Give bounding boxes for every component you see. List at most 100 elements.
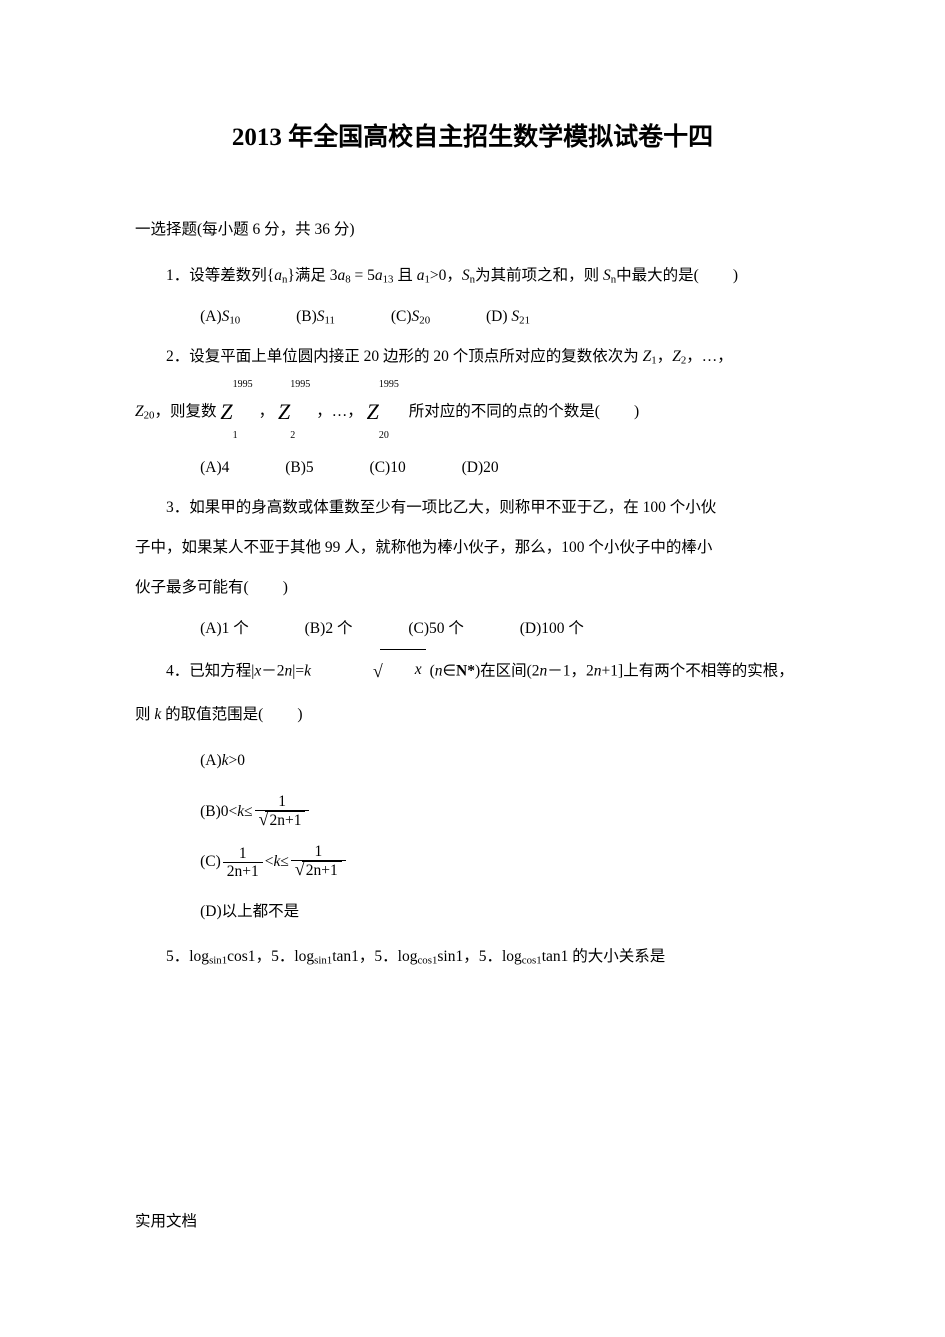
arg: cos1 (227, 948, 255, 965)
base: sin1 (209, 954, 227, 966)
q5-log: 5．log (479, 948, 522, 965)
q1-text: 1．设等差数列{ (166, 267, 274, 284)
q1-text: ) (733, 267, 738, 284)
q2-Z2: Z (672, 348, 681, 365)
q4-text: ∈ (442, 663, 456, 680)
exp: 1995 (290, 369, 310, 401)
radicand: 2n+1 (265, 811, 305, 829)
q4-text: 的取值范围是( (161, 706, 263, 723)
question-2-line2: Z20，则复数 Z19951， Z19952，…， Z199520 所对应的不同… (135, 377, 810, 447)
question-4-line2: 则 k 的取值范围是() (135, 695, 810, 735)
val: 50 个 (429, 620, 464, 637)
exp: 1995 (379, 369, 399, 401)
label: (D) (462, 459, 484, 476)
q1-text: 中最大的是( (616, 267, 699, 284)
q1-an: a (274, 267, 282, 284)
label: (B) (296, 308, 317, 325)
base: sin1 (314, 954, 332, 966)
q5-log: 5．log (271, 948, 314, 965)
arg: tan1 (542, 948, 569, 965)
sub: 21 (519, 314, 530, 326)
val: 4 (222, 459, 230, 476)
base: cos1 (417, 954, 437, 966)
label: (C) (370, 459, 391, 476)
q1-opt-b: (B)S11 (296, 297, 335, 337)
val: 5 (306, 459, 314, 476)
q1-text: }满足 3 (287, 267, 337, 284)
sep: ， (359, 948, 375, 965)
txt: ≤ (244, 803, 253, 820)
q2-text: 2．设复平面上单位圆内接正 20 边形的 20 个顶点所对应的复数依次为 (166, 348, 643, 365)
den: 2n+1 (223, 862, 263, 880)
sep: ， (256, 948, 272, 965)
question-3-line1: 3．如果甲的身高数或体重数至少有一项比乙大，则称甲不亚于乙，在 100 个小伙 (135, 488, 810, 528)
val: >0 (229, 752, 246, 769)
q2-opt-a: (A)4 (200, 448, 229, 488)
frac: 1√2n+1 (291, 843, 346, 881)
q4-opt-b: (B)0<k≤1√2n+1 (200, 787, 460, 837)
q2-opt-c: (C)10 (370, 448, 406, 488)
sub: 20 (379, 420, 389, 452)
q4-text: －1，2 (547, 663, 594, 680)
label: (A) (200, 620, 222, 637)
val: 20 (483, 459, 499, 476)
q5-tail: 的大小关系是 (568, 948, 665, 965)
val: 2 个 (325, 620, 352, 637)
q3-text: ) (283, 579, 288, 596)
q2-opt-d: (D)20 (462, 448, 499, 488)
N-star: N* (456, 663, 475, 680)
txt: 0< (221, 803, 238, 820)
question-1: 1．设等差数列{an}满足 3a8 = 5a13 且 a1>0，Sn为其前项之和… (135, 256, 810, 296)
label: (D) (200, 903, 222, 920)
label: (B) (285, 459, 306, 476)
radicand: x (380, 649, 426, 690)
q3-opt-d: (D)100 个 (520, 609, 584, 649)
q1-text: = 5 (351, 267, 375, 284)
q2-text: 所对应的不同的点的个数是( (405, 403, 600, 420)
page: 2013 年全国高校自主招生数学模拟试卷十四 一选择题(每小题 6 分，共 36… (0, 0, 945, 1337)
q2-Z20-sub: 20 (144, 410, 155, 422)
sub: 20 (419, 314, 430, 326)
val: 1 个 (222, 620, 249, 637)
val: S (511, 308, 519, 325)
q2-dots: ，…， (316, 403, 363, 420)
sub: 1 (233, 420, 238, 452)
q4-text: ) (297, 706, 302, 723)
q1-Sn: S (462, 267, 470, 284)
n: n (594, 663, 602, 680)
txt: ≤ (280, 853, 289, 870)
sub: 11 (325, 314, 335, 326)
q4-opt-d: (D)以上都不是 (200, 887, 460, 937)
question-5: 5．logsin1cos1，5．logsin1tan1，5．logcos1sin… (135, 937, 810, 977)
label: (A) (200, 459, 222, 476)
q1-opt-a: (A)S10 (200, 297, 240, 337)
frac: 1√2n+1 (255, 793, 310, 831)
q5-log: 5．log (166, 948, 209, 965)
sqrt-x: √x (311, 649, 426, 695)
label: (C) (408, 620, 429, 637)
num: 1 (223, 845, 263, 862)
arg: sin1 (437, 948, 463, 965)
question-3-line2: 子中，如果某人不亚于其他 99 人，就称他为棒小伙子，那么，100 个小伙子中的… (135, 528, 810, 568)
q1-a13-sub: 13 (383, 274, 394, 286)
label: (B) (305, 620, 326, 637)
k: k (304, 663, 311, 680)
q1-Sn2: S (603, 267, 611, 284)
q1-text: 且 (393, 267, 416, 284)
txt: < (265, 853, 274, 870)
q1-text: >0， (430, 267, 462, 284)
frac: 12n+1 (223, 845, 263, 880)
exp: 1995 (233, 369, 253, 401)
q4-text: ( (426, 663, 435, 680)
q1-a13: a (375, 267, 383, 284)
num: 1 (291, 843, 346, 860)
val: S (317, 308, 325, 325)
q2-dots: ，…， (686, 348, 733, 365)
q3-opt-a: (A)1 个 (200, 609, 249, 649)
label: (A) (200, 752, 222, 769)
q4-text: )在区间(2 (475, 663, 540, 680)
base: Z (220, 399, 232, 424)
q2-options: (A)4 (B)5 (C)10 (D)20 (135, 448, 810, 488)
q4-options-row1: (A)k>0 (B)0<k≤1√2n+1 (135, 736, 810, 836)
question-3-line3: 伙子最多可能有() (135, 568, 810, 608)
